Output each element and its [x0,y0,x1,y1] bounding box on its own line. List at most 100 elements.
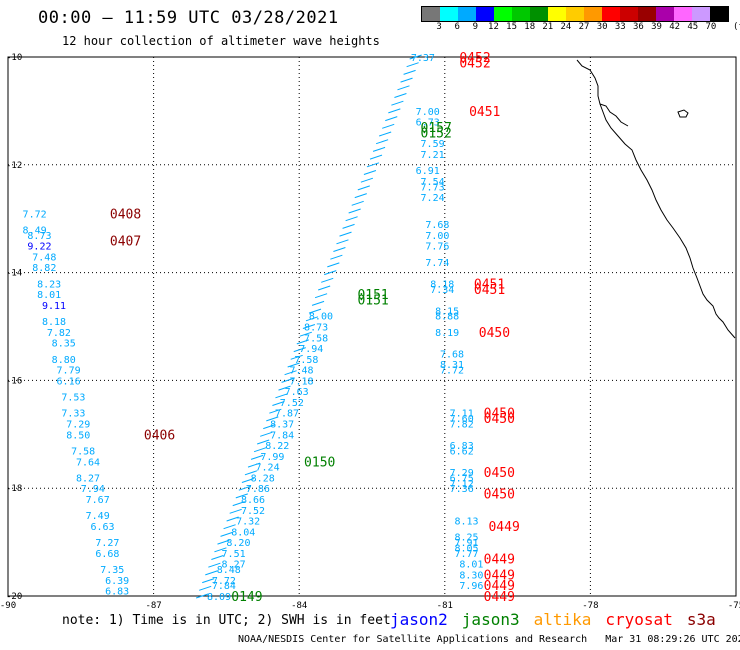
track-tick [247,462,261,468]
map-frame [7,56,737,597]
track-tick [275,393,288,399]
track-tick [302,324,316,329]
wave-height-value: 7.29 [66,420,90,431]
wave-height-value: 8.73 [27,231,51,242]
pass-time-label: 0449 [488,520,519,535]
track-tick [342,223,355,229]
wave-height-value: 8.37 [270,420,294,431]
wave-height-value: 7.48 [289,366,313,377]
wave-height-value: 6.62 [450,446,474,457]
legend-swatch [494,7,512,21]
track-tick [199,585,212,591]
footer-credit: NOAA/NESDIS Center for Satellite Applica… [238,634,588,645]
track-tick [324,270,337,276]
wave-height-value: 6.83 [105,587,129,598]
legend-swatch [422,7,440,21]
coastline-notch [599,103,629,127]
track-tick [238,485,252,491]
wave-height-value: 7.27 [95,538,119,549]
wave-height-value: 7.58 [71,446,95,457]
wave-height-value: 7.54 [421,177,445,188]
legend-unit-label: (ft) [733,22,740,32]
pass-time-label: 0449 [484,590,515,605]
wave-height-value: 7.29 [450,468,474,479]
pass-time-label: 0449 [484,579,515,594]
track-tick [345,216,358,222]
satellite-name-jason2: jason2 [390,610,448,629]
wave-height-value: 6.68 [95,549,119,560]
track-tick [363,170,377,175]
track-tick [327,262,340,268]
track-tick [351,200,364,206]
track-tick [226,516,239,522]
legend-tick-label: 18 [524,22,536,32]
legend-tick-label: 33 [614,22,626,32]
wave-height-value: 7.79 [57,366,81,377]
wave-height-value: 8.18 [42,317,66,328]
legend-swatch [638,7,656,21]
wave-height-value: 8.13 [455,517,479,528]
wave-height-value: 8.04 [231,527,255,538]
track-tick [290,354,303,360]
wave-height-value: 8.27 [222,560,246,571]
legend-tick-label: 9 [472,22,479,32]
track-tick [333,247,346,252]
wave-height-value: 7.68 [425,220,449,231]
track-tick [360,177,374,183]
track-tick [409,54,422,60]
legend-tick-label: 21 [542,22,554,32]
wave-height-value: 7.24 [421,193,445,204]
wave-height-value: 7.59 [421,139,445,150]
latitude-tick-label: -12 [6,161,22,171]
wave-height-value: 7.74 [425,258,449,269]
wave-height-value: 7.96 [459,581,483,592]
wave-height-value: 7.60 [450,414,474,425]
track-tick [388,108,401,114]
wave-height-value: 8.88 [435,312,459,323]
satellite-name-jason3: jason3 [461,610,520,629]
track-tick [220,531,233,537]
track-tick [284,370,297,376]
wave-height-value: 7.18 [289,376,313,387]
track-tick [232,501,245,507]
track-tick [321,277,334,283]
units-note: note: 1) Time is in UTC; 2) SWH is in fe… [62,613,391,628]
wave-height-value: 7.49 [86,511,110,522]
pass-time-label: 0450 [484,488,515,503]
legend-swatch [692,7,710,21]
pass-time-label: 0152 [421,126,452,141]
wave-height-value: 7.21 [421,150,445,161]
pass-time-label: 0450 [479,326,510,341]
wave-height-value: 6.16 [57,376,81,387]
wave-height-value: 6.91 [416,166,440,177]
wave-height-value: 8.80 [52,355,76,366]
longitude-tick-label: -75 [728,601,740,611]
legend-tick-label: 39 [651,22,662,32]
wave-height-value: 7.48 [32,252,56,263]
wave-height-value: 6.39 [105,576,129,587]
track-tick [272,401,285,406]
wave-height-value: 7.84 [212,581,236,592]
satellite-name-altika: altika [533,610,592,629]
pass-time-label: 0452 [459,51,490,66]
wave-height-value: 8.00 [309,312,333,323]
pass-time-label: 0450 [484,407,515,422]
longitude-tick-label: -78 [582,601,598,611]
latitude-tick-label: -20 [6,592,22,602]
wave-height-value: 8.23 [37,279,61,290]
pass-time-label: 0157 [421,121,452,136]
wave-height-value: 6.83 [450,441,474,452]
track-tick [394,93,407,98]
wave-height-value: 7.82 [47,328,71,339]
legend-swatch [620,7,638,21]
track-tick [336,239,349,245]
wave-height-value: 7.99 [260,452,284,463]
track-tick [195,593,209,599]
island-icon [677,109,689,118]
track-tick [211,555,224,560]
wave-height-value: 8.01 [459,560,483,571]
pass-time-label: 0450 [484,466,515,481]
track-tick [403,69,416,75]
